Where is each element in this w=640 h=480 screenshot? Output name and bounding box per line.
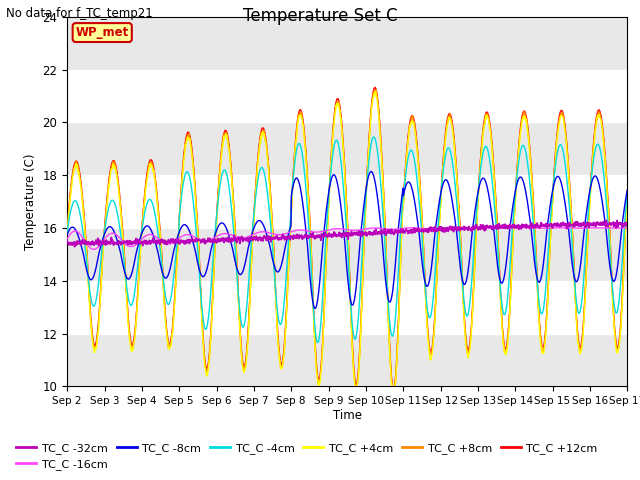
TC_C -16cm: [107, 230, 115, 236]
TC_C +8cm: [390, 390, 397, 396]
TC_C -16cm: [63, 236, 71, 242]
TC_C +4cm: [63, 231, 71, 237]
TC_C -4cm: [312, 336, 320, 342]
Bar: [67, 17, 627, 70]
TC_C -32cm: [382, 229, 390, 235]
Legend: TC_C -32cm, TC_C -16cm, TC_C -8cm, TC_C -4cm, TC_C +4cm, TC_C +8cm, TC_C +12cm: TC_C -32cm, TC_C -16cm, TC_C -8cm, TC_C …: [12, 438, 602, 474]
TC_C +8cm: [129, 343, 137, 349]
TC_C -4cm: [63, 228, 71, 234]
TC_C +4cm: [389, 393, 397, 399]
TC_C +8cm: [63, 227, 71, 232]
TC_C +4cm: [623, 199, 631, 205]
TC_C +8cm: [372, 87, 380, 93]
TC_C -16cm: [313, 229, 321, 235]
TC_C +12cm: [301, 135, 308, 141]
TC_C -4cm: [370, 134, 378, 140]
TC_C +12cm: [63, 226, 71, 232]
TC_C +4cm: [372, 89, 380, 95]
TC_C -4cm: [129, 297, 137, 303]
TC_C +8cm: [107, 168, 115, 173]
TC_C -4cm: [383, 274, 390, 280]
Line: TC_C -32cm: TC_C -32cm: [67, 220, 627, 247]
TC_C -32cm: [323, 233, 331, 239]
TC_C -8cm: [623, 187, 631, 193]
TC_C -32cm: [107, 240, 115, 246]
TC_C +4cm: [129, 345, 137, 350]
TC_C +8cm: [623, 197, 631, 203]
TC_C -32cm: [623, 222, 631, 228]
TC_C -8cm: [313, 302, 321, 308]
Text: No data for f_TC_temp21: No data for f_TC_temp21: [6, 7, 153, 20]
Line: TC_C -16cm: TC_C -16cm: [67, 228, 627, 249]
Bar: [67, 70, 627, 122]
X-axis label: Time: Time: [333, 409, 362, 422]
TC_C +12cm: [323, 244, 330, 250]
TC_C +12cm: [107, 166, 115, 172]
TC_C +4cm: [301, 140, 308, 145]
TC_C +8cm: [312, 362, 320, 368]
TC_C +12cm: [129, 340, 137, 346]
TC_C -16cm: [323, 228, 331, 233]
TC_C -4cm: [323, 220, 331, 226]
TC_C +12cm: [623, 194, 631, 200]
TC_C +8cm: [382, 255, 390, 261]
TC_C -16cm: [301, 228, 309, 233]
Bar: [67, 281, 627, 334]
Line: TC_C -8cm: TC_C -8cm: [67, 171, 627, 308]
TC_C +4cm: [107, 171, 115, 177]
Text: Temperature Set C: Temperature Set C: [243, 7, 397, 25]
TC_C -8cm: [323, 203, 331, 209]
TC_C +8cm: [301, 139, 308, 144]
TC_C -16cm: [382, 226, 390, 232]
TC_C -16cm: [623, 225, 631, 231]
TC_C +12cm: [371, 84, 379, 90]
Line: TC_C +8cm: TC_C +8cm: [67, 90, 627, 393]
Y-axis label: Temperature (C): Temperature (C): [24, 153, 37, 250]
TC_C -32cm: [602, 217, 610, 223]
TC_C -32cm: [130, 240, 138, 246]
TC_C +8cm: [323, 248, 330, 253]
Bar: [67, 175, 627, 228]
TC_C -8cm: [129, 264, 137, 270]
TC_C +4cm: [312, 367, 320, 373]
TC_C -8cm: [383, 287, 390, 292]
TC_C +12cm: [390, 386, 397, 392]
TC_C -8cm: [367, 168, 375, 174]
Line: TC_C -4cm: TC_C -4cm: [67, 137, 627, 342]
Bar: [67, 228, 627, 281]
TC_C -16cm: [130, 243, 138, 249]
Bar: [67, 334, 627, 386]
Line: TC_C +12cm: TC_C +12cm: [67, 87, 627, 389]
TC_C -32cm: [63, 238, 71, 244]
TC_C +12cm: [312, 360, 320, 366]
TC_C +4cm: [382, 259, 390, 264]
TC_C -8cm: [301, 217, 308, 223]
TC_C -8cm: [311, 305, 319, 311]
Text: WP_met: WP_met: [76, 26, 129, 39]
TC_C +4cm: [323, 250, 330, 256]
TC_C +12cm: [382, 252, 390, 257]
TC_C -16cm: [445, 225, 452, 230]
Bar: [67, 122, 627, 175]
Line: TC_C +4cm: TC_C +4cm: [67, 92, 627, 396]
Bar: [67, 0, 627, 17]
TC_C -32cm: [313, 235, 321, 240]
TC_C -4cm: [623, 190, 631, 196]
TC_C -4cm: [314, 339, 321, 345]
TC_C -8cm: [107, 224, 115, 230]
TC_C -4cm: [301, 173, 308, 179]
TC_C -32cm: [71, 244, 79, 250]
TC_C -16cm: [90, 246, 97, 252]
TC_C -32cm: [301, 232, 309, 238]
TC_C -4cm: [107, 199, 115, 205]
TC_C -8cm: [63, 231, 71, 237]
